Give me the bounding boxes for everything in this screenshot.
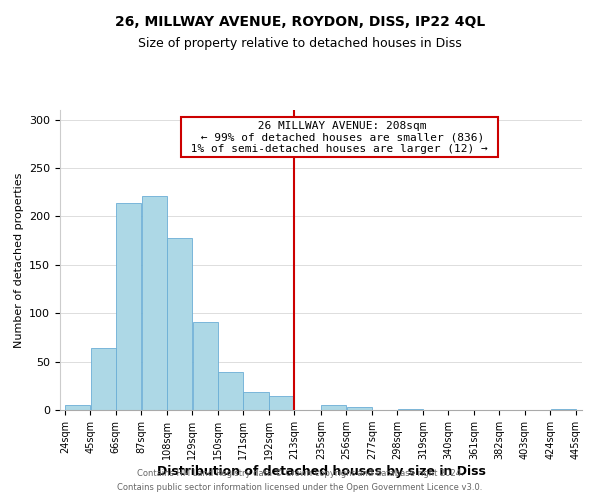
Text: 26, MILLWAY AVENUE, ROYDON, DISS, IP22 4QL: 26, MILLWAY AVENUE, ROYDON, DISS, IP22 4… — [115, 15, 485, 29]
Bar — [551, 409, 576, 410]
Bar — [167, 238, 192, 410]
Text: Contains HM Land Registry data © Crown copyright and database right 2024.: Contains HM Land Registry data © Crown c… — [137, 468, 463, 477]
Bar — [193, 322, 218, 410]
Bar — [218, 372, 243, 410]
Bar — [321, 405, 346, 410]
Text: Size of property relative to detached houses in Diss: Size of property relative to detached ho… — [138, 38, 462, 51]
Bar — [65, 405, 90, 410]
Bar — [398, 409, 423, 410]
Text: Contains public sector information licensed under the Open Government Licence v3: Contains public sector information licen… — [118, 484, 482, 492]
Bar — [91, 348, 116, 410]
Bar — [244, 392, 269, 410]
Bar — [116, 203, 141, 410]
X-axis label: Distribution of detached houses by size in Diss: Distribution of detached houses by size … — [157, 465, 485, 478]
Y-axis label: Number of detached properties: Number of detached properties — [14, 172, 23, 348]
Bar — [269, 396, 294, 410]
Bar — [142, 196, 167, 410]
Bar — [347, 407, 372, 410]
Text: 26 MILLWAY AVENUE: 208sqm
 ← 99% of detached houses are smaller (836)
 1% of sem: 26 MILLWAY AVENUE: 208sqm ← 99% of detac… — [184, 120, 494, 154]
